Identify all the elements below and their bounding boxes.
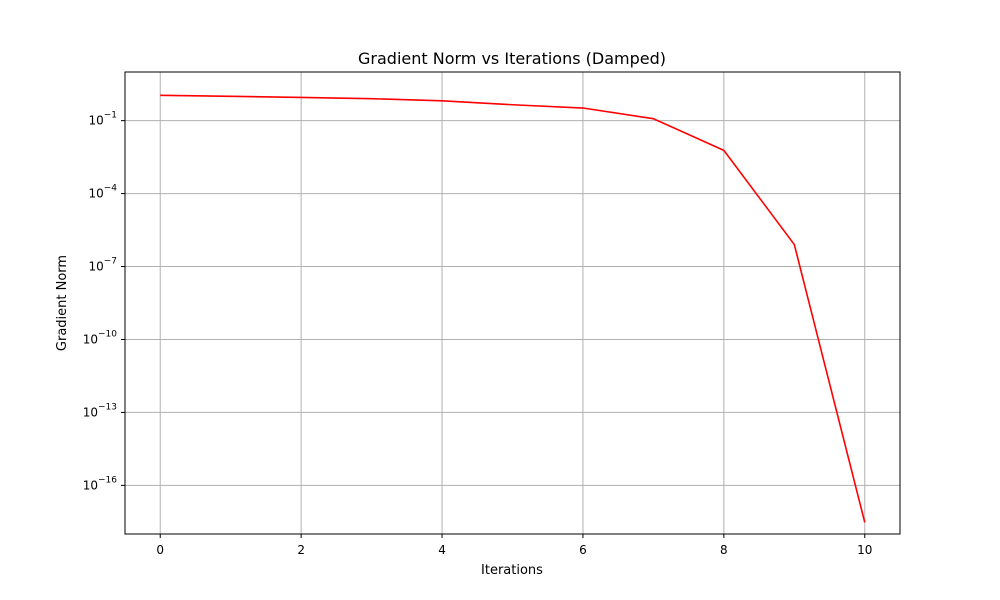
series-layer: [160, 94, 866, 523]
x-axis: 0 2 4 6 8 10: [156, 534, 872, 557]
y-axis: 10−1 10−4 10−7 10−10 10−13 10−16: [83, 111, 125, 492]
plot-frame: [124, 71, 901, 535]
y-tick-label: 10−13: [83, 402, 117, 419]
x-axis-label: Iterations: [481, 563, 543, 578]
x-tick-label: 8: [720, 543, 728, 557]
x-tick-label: 4: [438, 543, 446, 557]
y-tick-label: 10−7: [88, 257, 117, 274]
chart-title: Gradient Norm vs Iterations (Damped): [358, 49, 666, 68]
y-tick-label: 10−10: [83, 329, 118, 346]
x-tick-label: 10: [857, 543, 872, 557]
grid: [125, 72, 900, 534]
x-tick-label: 0: [156, 543, 164, 557]
y-axis-label: Gradient Norm: [55, 255, 70, 351]
y-tick-label: 10−16: [83, 475, 118, 492]
x-tick-label: 2: [297, 543, 305, 557]
series-line: [160, 94, 866, 523]
x-tick-label: 6: [579, 543, 587, 557]
y-tick-label: 10−4: [88, 184, 117, 201]
y-tick-label: 10−1: [88, 111, 117, 128]
